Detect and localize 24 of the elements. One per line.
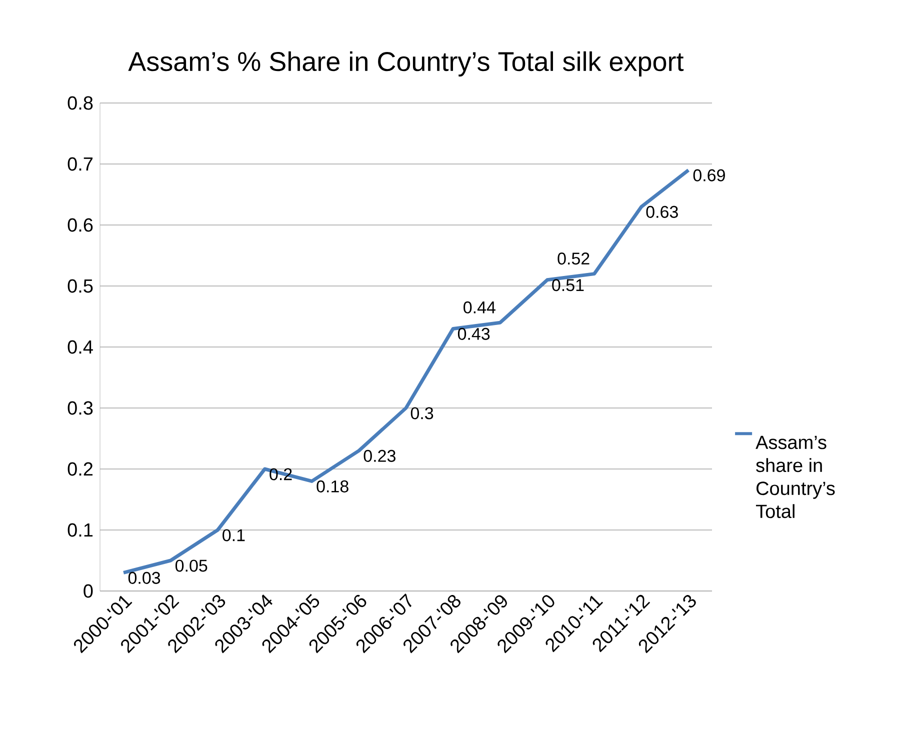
data-label: 0.44 bbox=[464, 301, 496, 314]
chart-title: Assam’s % Share in Country’s Total silk export bbox=[128, 51, 684, 76]
y-tick-label: 0.6 bbox=[68, 218, 93, 232]
data-label: 0.69 bbox=[693, 169, 725, 182]
data-label: 0.05 bbox=[175, 560, 208, 572]
data-label: 0.03 bbox=[128, 572, 160, 584]
data-label: 0.52 bbox=[558, 252, 590, 265]
y-tick-label: 0.2 bbox=[68, 462, 93, 476]
y-tick-label: 0.7 bbox=[68, 157, 93, 171]
legend-label: Assam’s share in Country’s Total bbox=[756, 436, 835, 518]
y-tick-label: 0.8 bbox=[68, 96, 93, 110]
data-label: 0.51 bbox=[552, 279, 584, 292]
y-tick-label: 0 bbox=[84, 584, 93, 598]
y-tick-label: 0.1 bbox=[68, 523, 93, 537]
data-label: 0.43 bbox=[458, 328, 490, 340]
data-label: 0.3 bbox=[410, 407, 434, 420]
data-label: 0.18 bbox=[316, 480, 348, 492]
data-label: 0.2 bbox=[270, 468, 292, 480]
data-label: 0.1 bbox=[222, 529, 245, 542]
data-label: 0.63 bbox=[646, 206, 678, 218]
y-tick-label: 0.5 bbox=[68, 279, 93, 293]
y-tick-label: 0.4 bbox=[68, 340, 93, 354]
y-tick-label: 0.3 bbox=[68, 401, 93, 415]
data-label: 0.23 bbox=[364, 450, 396, 462]
